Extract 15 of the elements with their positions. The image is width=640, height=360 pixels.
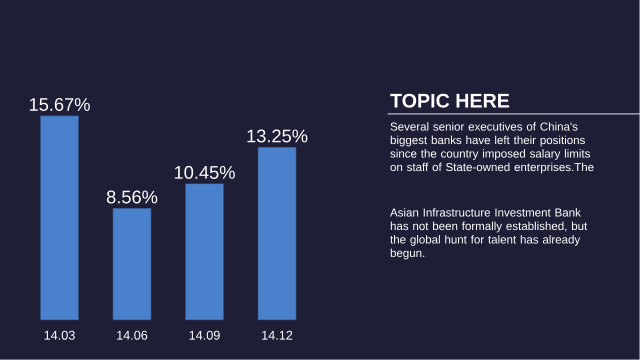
bar <box>112 208 152 320</box>
text: Several senior executives of China's biggest banks have left their positions since the country imposed salary limits on staff of State-owned enterprises.The <box>390 122 594 174</box>
text: Asian Infrastructure Investment Bank has not been formally established, but the global hunt for talent has already begun. <box>390 208 588 260</box>
text: TOPIC HERE <box>390 94 510 108</box>
bar <box>185 184 224 320</box>
bar <box>40 116 79 320</box>
data-label: 15.67% <box>30 98 90 112</box>
data-label: 10.45% <box>174 166 235 179</box>
x-tick-label: 14.03 <box>44 330 75 340</box>
x-tick-label: 14.06 <box>117 330 148 340</box>
bar <box>258 147 296 320</box>
x-tick-label: 14.12 <box>262 330 292 340</box>
x-tick-label: 14.09 <box>190 330 220 340</box>
data-label: 13.25% <box>247 130 308 143</box>
data-label: 8.56% <box>106 190 158 204</box>
